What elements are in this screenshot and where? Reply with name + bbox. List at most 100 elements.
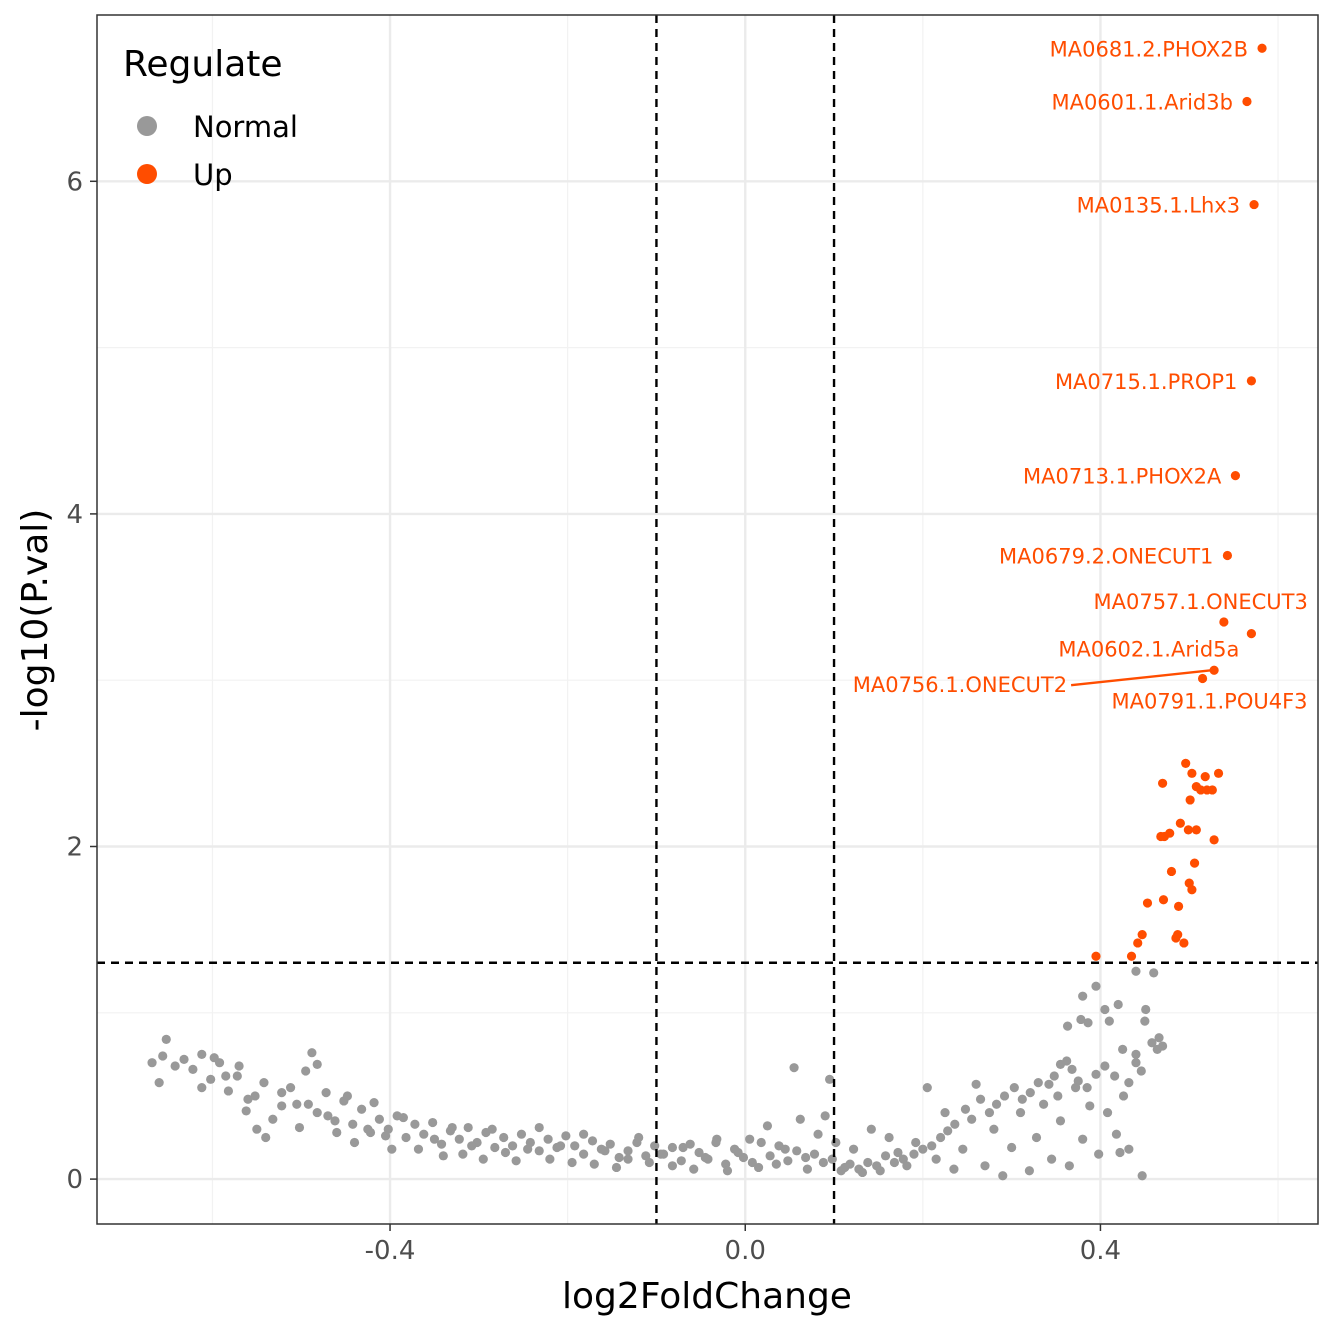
data-point-normal bbox=[303, 1099, 313, 1109]
data-point-normal bbox=[975, 1094, 986, 1104]
data-point-normal bbox=[1100, 1004, 1110, 1015]
point-label: MA0757.1.ONECUT3 bbox=[1093, 590, 1307, 614]
data-point-normal bbox=[747, 1157, 757, 1168]
data-point-normal bbox=[330, 1116, 340, 1126]
data-point-normal bbox=[827, 1154, 837, 1164]
point-label: MA0715.1.PROP1 bbox=[1055, 370, 1237, 394]
data-point-normal bbox=[676, 1156, 686, 1166]
data-point-normal bbox=[1076, 1014, 1086, 1025]
data-point-normal bbox=[292, 1099, 302, 1109]
data-point-up-labeled bbox=[1197, 673, 1208, 684]
data-point-normal bbox=[1007, 1142, 1017, 1153]
data-point-normal bbox=[1039, 1099, 1049, 1109]
data-point-normal bbox=[447, 1122, 457, 1133]
data-point-normal bbox=[678, 1142, 688, 1153]
data-point-normal bbox=[349, 1137, 360, 1148]
point-label: MA0791.1.POU4F3 bbox=[1112, 690, 1308, 714]
data-point-normal bbox=[1083, 1018, 1093, 1028]
data-point-up-labeled bbox=[1230, 471, 1241, 481]
data-point-normal bbox=[1100, 1061, 1110, 1071]
grid-major bbox=[97, 15, 1318, 1224]
data-point-up bbox=[1156, 831, 1166, 842]
data-point-normal bbox=[783, 1156, 793, 1166]
data-point-normal bbox=[771, 1159, 781, 1169]
data-point-normal bbox=[1024, 1166, 1034, 1176]
data-point-normal bbox=[500, 1147, 511, 1158]
data-point-normal bbox=[1141, 1004, 1151, 1015]
data-point-normal bbox=[332, 1127, 342, 1138]
data-point-normal bbox=[694, 1147, 704, 1158]
legend-label-up: Up bbox=[193, 158, 233, 192]
data-point-normal bbox=[478, 1154, 488, 1164]
data-point-up bbox=[1200, 772, 1210, 782]
legend-label-normal: Normal bbox=[193, 110, 298, 144]
data-point-normal bbox=[579, 1129, 589, 1139]
data-point-normal bbox=[902, 1161, 912, 1171]
point-label: MA0135.1.Lhx3 bbox=[1077, 194, 1240, 218]
data-point-up bbox=[1133, 938, 1143, 948]
data-point-normal bbox=[458, 1149, 468, 1159]
data-point-normal bbox=[1067, 1064, 1077, 1074]
data-point-normal bbox=[161, 1034, 171, 1045]
data-point-normal bbox=[1091, 981, 1101, 991]
data-point-normal bbox=[733, 1147, 743, 1158]
y-tick-label: 6 bbox=[66, 167, 83, 197]
data-point-normal bbox=[429, 1134, 440, 1144]
data-point-normal bbox=[889, 1157, 900, 1168]
data-point-normal bbox=[534, 1122, 544, 1133]
data-point-normal bbox=[940, 1107, 950, 1118]
data-point-normal bbox=[374, 1114, 384, 1124]
data-point-normal bbox=[722, 1166, 733, 1176]
data-point-normal bbox=[516, 1129, 527, 1139]
data-point-normal bbox=[277, 1101, 287, 1111]
data-point-up bbox=[1171, 933, 1181, 943]
data-point-normal bbox=[561, 1131, 571, 1141]
data-point-normal bbox=[234, 1061, 244, 1071]
data-point-normal bbox=[667, 1161, 678, 1171]
data-point-normal bbox=[936, 1132, 946, 1143]
data-point-normal bbox=[1091, 1069, 1101, 1079]
data-point-up bbox=[1175, 818, 1185, 828]
data-point-normal bbox=[158, 1051, 168, 1061]
data-point-normal bbox=[147, 1058, 157, 1068]
data-point-normal bbox=[1136, 1066, 1146, 1076]
data-point-normal bbox=[570, 1141, 580, 1151]
data-point-normal bbox=[410, 1119, 420, 1129]
y-tick-label: 2 bbox=[66, 832, 83, 862]
data-point-normal bbox=[789, 1063, 799, 1073]
data-point-normal bbox=[685, 1139, 695, 1149]
data-point-normal bbox=[943, 1126, 953, 1136]
data-point-normal bbox=[381, 1131, 391, 1141]
data-point-normal bbox=[801, 1152, 811, 1163]
data-point-normal bbox=[950, 1119, 960, 1129]
data-point-normal bbox=[1154, 1033, 1164, 1043]
point-labels-layer: MA0681.2.PHOX2B MA0601.1.Arid3b MA0135.1.L… bbox=[853, 37, 1308, 713]
data-point-normal bbox=[818, 1157, 828, 1168]
data-point-normal bbox=[387, 1144, 397, 1154]
data-point-normal bbox=[605, 1139, 615, 1149]
data-point-normal bbox=[813, 1129, 823, 1139]
point-label: MA0679.2.ONECUT1 bbox=[999, 544, 1213, 568]
data-point-normal bbox=[357, 1104, 367, 1114]
legend: Regulate Normal Up bbox=[123, 44, 298, 192]
data-point-normal bbox=[1078, 991, 1088, 1001]
data-point-normal bbox=[454, 1134, 464, 1144]
data-point-normal bbox=[1049, 1071, 1059, 1081]
data-point-up bbox=[1158, 895, 1169, 905]
data-point-normal bbox=[991, 1099, 1002, 1109]
data-point-normal bbox=[523, 1144, 533, 1154]
data-point-normal bbox=[277, 1088, 287, 1098]
data-point-normal bbox=[321, 1088, 331, 1098]
legend-key-normal bbox=[137, 116, 157, 136]
data-point-normal bbox=[1082, 1083, 1092, 1093]
data-point-normal bbox=[644, 1157, 654, 1168]
data-point-normal bbox=[958, 1144, 968, 1154]
y-tick-label: 4 bbox=[66, 500, 83, 530]
data-point-normal bbox=[611, 1162, 622, 1173]
data-point-up bbox=[1187, 885, 1197, 895]
data-point-normal bbox=[909, 1149, 919, 1159]
data-point-up bbox=[1189, 858, 1200, 868]
data-point-normal bbox=[820, 1111, 830, 1121]
